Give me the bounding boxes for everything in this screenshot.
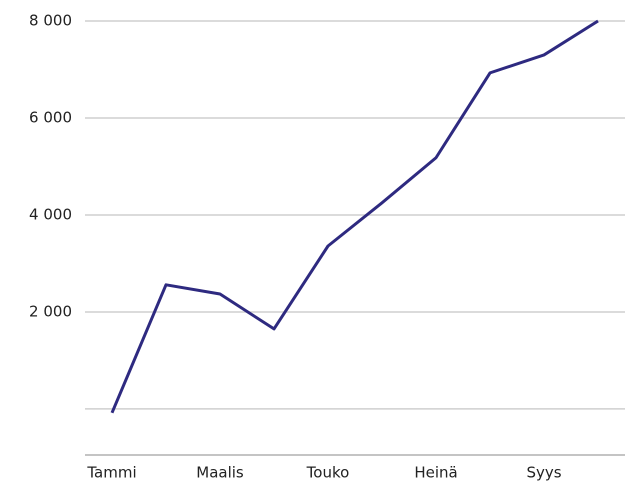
y-tick-label: 6 000 — [29, 108, 72, 126]
x-tick-label: Tammi — [86, 464, 136, 482]
y-tick-label: 4 000 — [29, 205, 72, 223]
x-tick-label: Touko — [306, 464, 350, 482]
x-tick-label: Maalis — [196, 464, 244, 482]
y-tick-label: 8 000 — [29, 12, 72, 30]
y-tick-label: 2 000 — [29, 302, 72, 320]
line — [110, 19, 599, 414]
x-tick-label: Syys — [526, 464, 561, 482]
x-tick-label: Heinä — [414, 464, 457, 482]
